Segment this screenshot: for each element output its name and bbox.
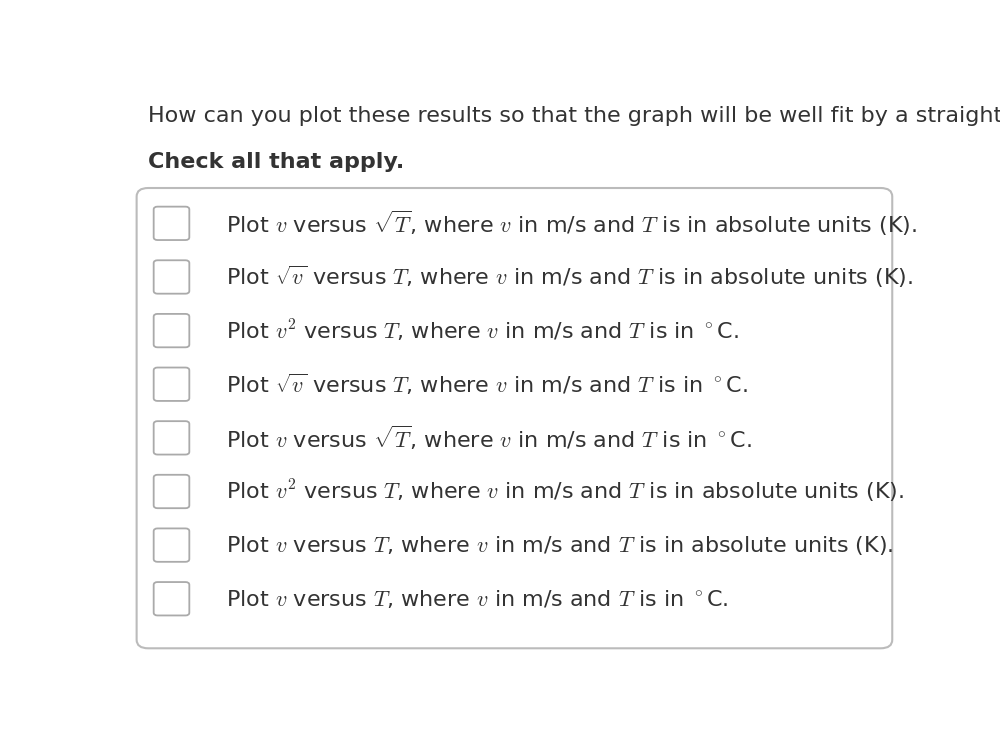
Text: Plot $\sqrt{v}$ versus $T$, where $v$ in m/s and $T$ is in absolute units (K).: Plot $\sqrt{v}$ versus $T$, where $v$ in… bbox=[226, 263, 913, 290]
FancyBboxPatch shape bbox=[154, 582, 189, 615]
Text: Plot $v^2$ versus $T$, where $v$ in m/s and $T$ is in $^\circ$C.: Plot $v^2$ versus $T$, where $v$ in m/s … bbox=[226, 317, 739, 344]
Text: Plot $\sqrt{v}$ versus $T$, where $v$ in m/s and $T$ is in $^\circ$C.: Plot $\sqrt{v}$ versus $T$, where $v$ in… bbox=[226, 371, 747, 397]
Text: Plot $v$ versus $\sqrt{T}$, where $v$ in m/s and $T$ is in $^\circ$C.: Plot $v$ versus $\sqrt{T}$, where $v$ in… bbox=[226, 424, 752, 452]
Text: Plot $v$ versus $T$, where $v$ in m/s and $T$ is in $^\circ$C.: Plot $v$ versus $T$, where $v$ in m/s an… bbox=[226, 587, 728, 610]
FancyBboxPatch shape bbox=[154, 207, 189, 240]
FancyBboxPatch shape bbox=[154, 475, 189, 508]
Text: Check all that apply.: Check all that apply. bbox=[148, 152, 404, 172]
FancyBboxPatch shape bbox=[154, 368, 189, 401]
FancyBboxPatch shape bbox=[154, 421, 189, 455]
FancyBboxPatch shape bbox=[154, 528, 189, 562]
FancyBboxPatch shape bbox=[154, 261, 189, 294]
FancyBboxPatch shape bbox=[154, 314, 189, 348]
Text: How can you plot these results so that the graph will be well fit by a straight : How can you plot these results so that t… bbox=[148, 106, 1000, 125]
Text: Plot $v$ versus $T$, where $v$ in m/s and $T$ is in absolute units (K).: Plot $v$ versus $T$, where $v$ in m/s an… bbox=[226, 534, 893, 556]
FancyBboxPatch shape bbox=[137, 188, 892, 648]
Text: Plot $v^2$ versus $T$, where $v$ in m/s and $T$ is in absolute units (K).: Plot $v^2$ versus $T$, where $v$ in m/s … bbox=[226, 478, 904, 505]
Text: Plot $v$ versus $\sqrt{T}$, where $v$ in m/s and $T$ is in absolute units (K).: Plot $v$ versus $\sqrt{T}$, where $v$ in… bbox=[226, 209, 917, 238]
